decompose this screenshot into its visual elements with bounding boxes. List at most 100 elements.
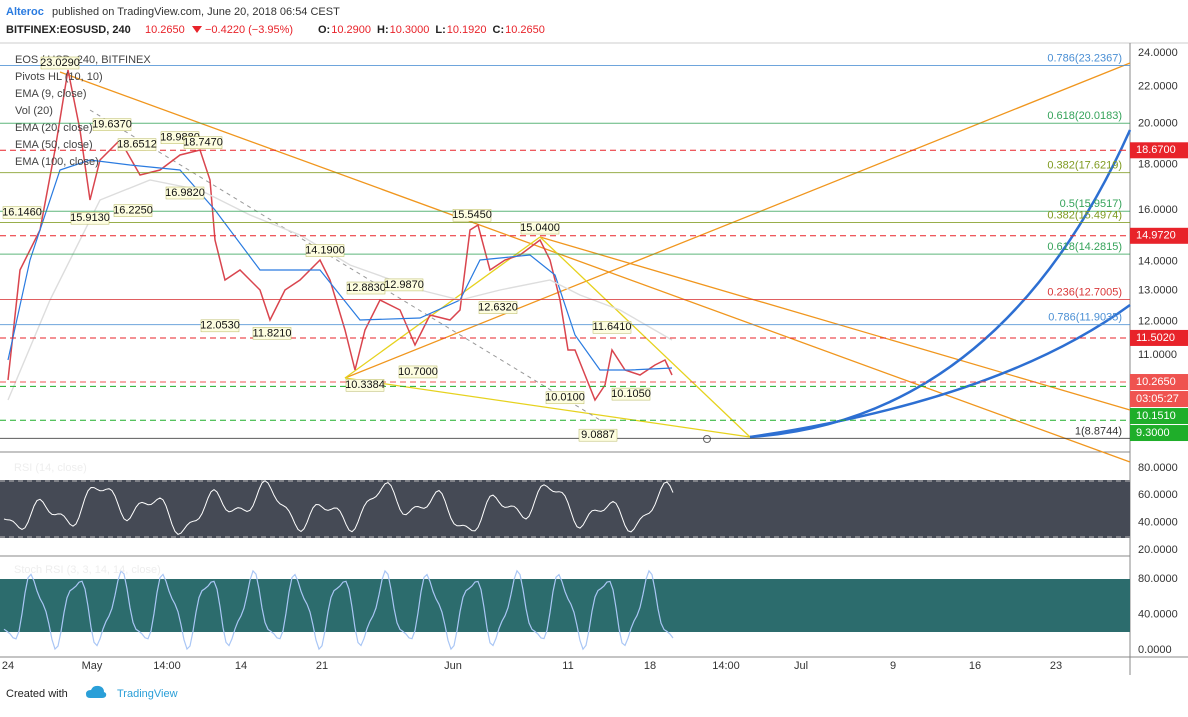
pivot-label: 12.9870 — [384, 279, 424, 291]
rsi-tick-label: 40.0000 — [1138, 517, 1178, 529]
price-tick-label: 12.0000 — [1138, 315, 1178, 327]
stoch-tick-label: 40.0000 — [1138, 608, 1178, 620]
ohlc-value: 10.2650 — [505, 24, 545, 36]
time-tick-label: 11 — [562, 660, 573, 672]
ohlc-label: H: — [377, 24, 389, 36]
projection — [89, 109, 601, 421]
pivot-box — [40, 56, 80, 70]
price-series — [7, 69, 673, 402]
pivot-box — [165, 186, 205, 200]
price-tick-label: 16.0000 — [1138, 204, 1178, 216]
price-tick-label: 22.0000 — [1138, 81, 1178, 93]
rsi-tick-label: 80.0000 — [1138, 462, 1178, 474]
price-tick-label: 24.0000 — [1138, 47, 1178, 59]
indicator-legend: EMA (9, close) — [15, 88, 87, 100]
rsi-tick-label: 60.0000 — [1138, 489, 1178, 501]
pivot-box — [2, 206, 42, 219]
rsi-line — [3, 480, 674, 535]
change: −0.4220 (−3.95%) — [205, 24, 293, 36]
last-price: 10.2650 — [145, 24, 185, 36]
pivot-label: 9.0887 — [581, 429, 615, 441]
fib-label: 0.618(20.0183) — [1047, 110, 1122, 122]
symbol: BITFINEX:EOSUSD, 240 — [6, 24, 131, 36]
price-badge-text: 10.1510 — [1136, 410, 1176, 422]
countdown: 03:05:27 — [1136, 393, 1179, 405]
pivot-label: 10.3384 — [345, 379, 385, 391]
triangle-line — [344, 377, 751, 438]
author[interactable]: Alteroc — [6, 6, 44, 18]
indicator-legend: EOS / USD, 240, BITFINEX — [15, 54, 151, 66]
price-badge — [1130, 227, 1188, 244]
price-tick-label: 11.0000 — [1138, 349, 1177, 361]
pivot-label: 15.9130 — [70, 212, 110, 224]
price-badge-text: 11.5020 — [1136, 332, 1175, 344]
trend-line — [59, 71, 1131, 463]
indicator-legend: Pivots HL (10, 10) — [15, 71, 103, 83]
pivot-label: 10.7000 — [398, 366, 438, 378]
time-tick-label: 23 — [1050, 660, 1062, 672]
indicator-legend: EMA (50, close) — [15, 139, 93, 151]
time-tick-label: Jun — [444, 660, 462, 672]
pivot-box — [592, 321, 632, 334]
footer: Created with TradingView — [6, 685, 178, 700]
fib-label: 0.786(23.2367) — [1047, 52, 1122, 64]
triangle-line — [539, 236, 751, 438]
pivot-box — [345, 379, 385, 392]
price-badge — [1130, 374, 1188, 391]
price-tick-label: 13.0000 — [1138, 284, 1178, 296]
pivot-box — [452, 209, 492, 222]
price-tick-label: 20.0000 — [1138, 118, 1178, 130]
pivot-label: 10.0100 — [545, 392, 585, 404]
rsi-band — [0, 480, 1130, 538]
pivot-label: 16.1460 — [2, 206, 42, 218]
time-tick-label: May — [82, 660, 103, 672]
pivot-box — [113, 204, 153, 217]
indicator-legend: EMA (100, close) — [15, 156, 99, 168]
ohlc-label: L: — [435, 24, 445, 36]
time-tick-label: 18 — [644, 660, 656, 672]
fib-label: 0.382(15.4974) — [1047, 209, 1122, 221]
pivot-box — [183, 136, 223, 149]
ema-line — [7, 159, 673, 371]
price-badge-text: 18.6700 — [1136, 144, 1176, 156]
pivot-label: 11.6410 — [593, 321, 632, 333]
pivot-label: 12.6320 — [478, 302, 518, 314]
ohlc-value: 10.1920 — [447, 24, 487, 36]
arc — [749, 129, 1132, 439]
rsi-legend: RSI (14, close) — [14, 462, 87, 474]
pivot-box — [545, 391, 585, 405]
pivot-label: 15.5450 — [452, 209, 492, 221]
brand[interactable]: TradingView — [117, 688, 178, 700]
fib-label: 0.786(11.9035) — [1048, 312, 1122, 324]
price-badge-text: 9.3000 — [1136, 427, 1170, 439]
pivot-box — [578, 428, 618, 442]
indicator-legend: Vol (20) — [15, 105, 53, 117]
stoch-band — [0, 579, 1130, 632]
pivot-box — [70, 211, 110, 225]
pivot-label: 16.2250 — [113, 205, 153, 217]
price-tick-label: 18.0000 — [1138, 158, 1178, 170]
pivot-label: 18.6512 — [117, 139, 157, 151]
fib-label: 0.382(17.6219) — [1047, 160, 1122, 172]
pivot-box — [611, 387, 651, 401]
pivot-box — [305, 244, 345, 257]
pivot-box — [398, 365, 438, 379]
header: Alteroc published on TradingView.com, Ju… — [6, 6, 340, 36]
time-tick-label: 14:00 — [153, 660, 181, 672]
time-tick-label: 24 — [2, 660, 14, 672]
ohlc-value: 10.3000 — [390, 24, 430, 36]
pivot-box — [520, 221, 560, 235]
time-tick-label: Jul — [794, 660, 808, 672]
down-arrow — [192, 26, 202, 33]
price-badge — [1130, 408, 1188, 425]
pivot-label: 10.1050 — [611, 388, 651, 400]
created-with: Created with — [6, 688, 68, 700]
ohlc-label: O: — [318, 24, 330, 36]
pivot-box — [117, 138, 157, 151]
pivot-label: 23.0290 — [40, 57, 80, 69]
trend-line — [539, 236, 1131, 411]
pivot-box — [478, 301, 518, 314]
pivot-label: 18.7470 — [183, 137, 223, 149]
price-badge-text: 14.9720 — [1136, 230, 1176, 242]
